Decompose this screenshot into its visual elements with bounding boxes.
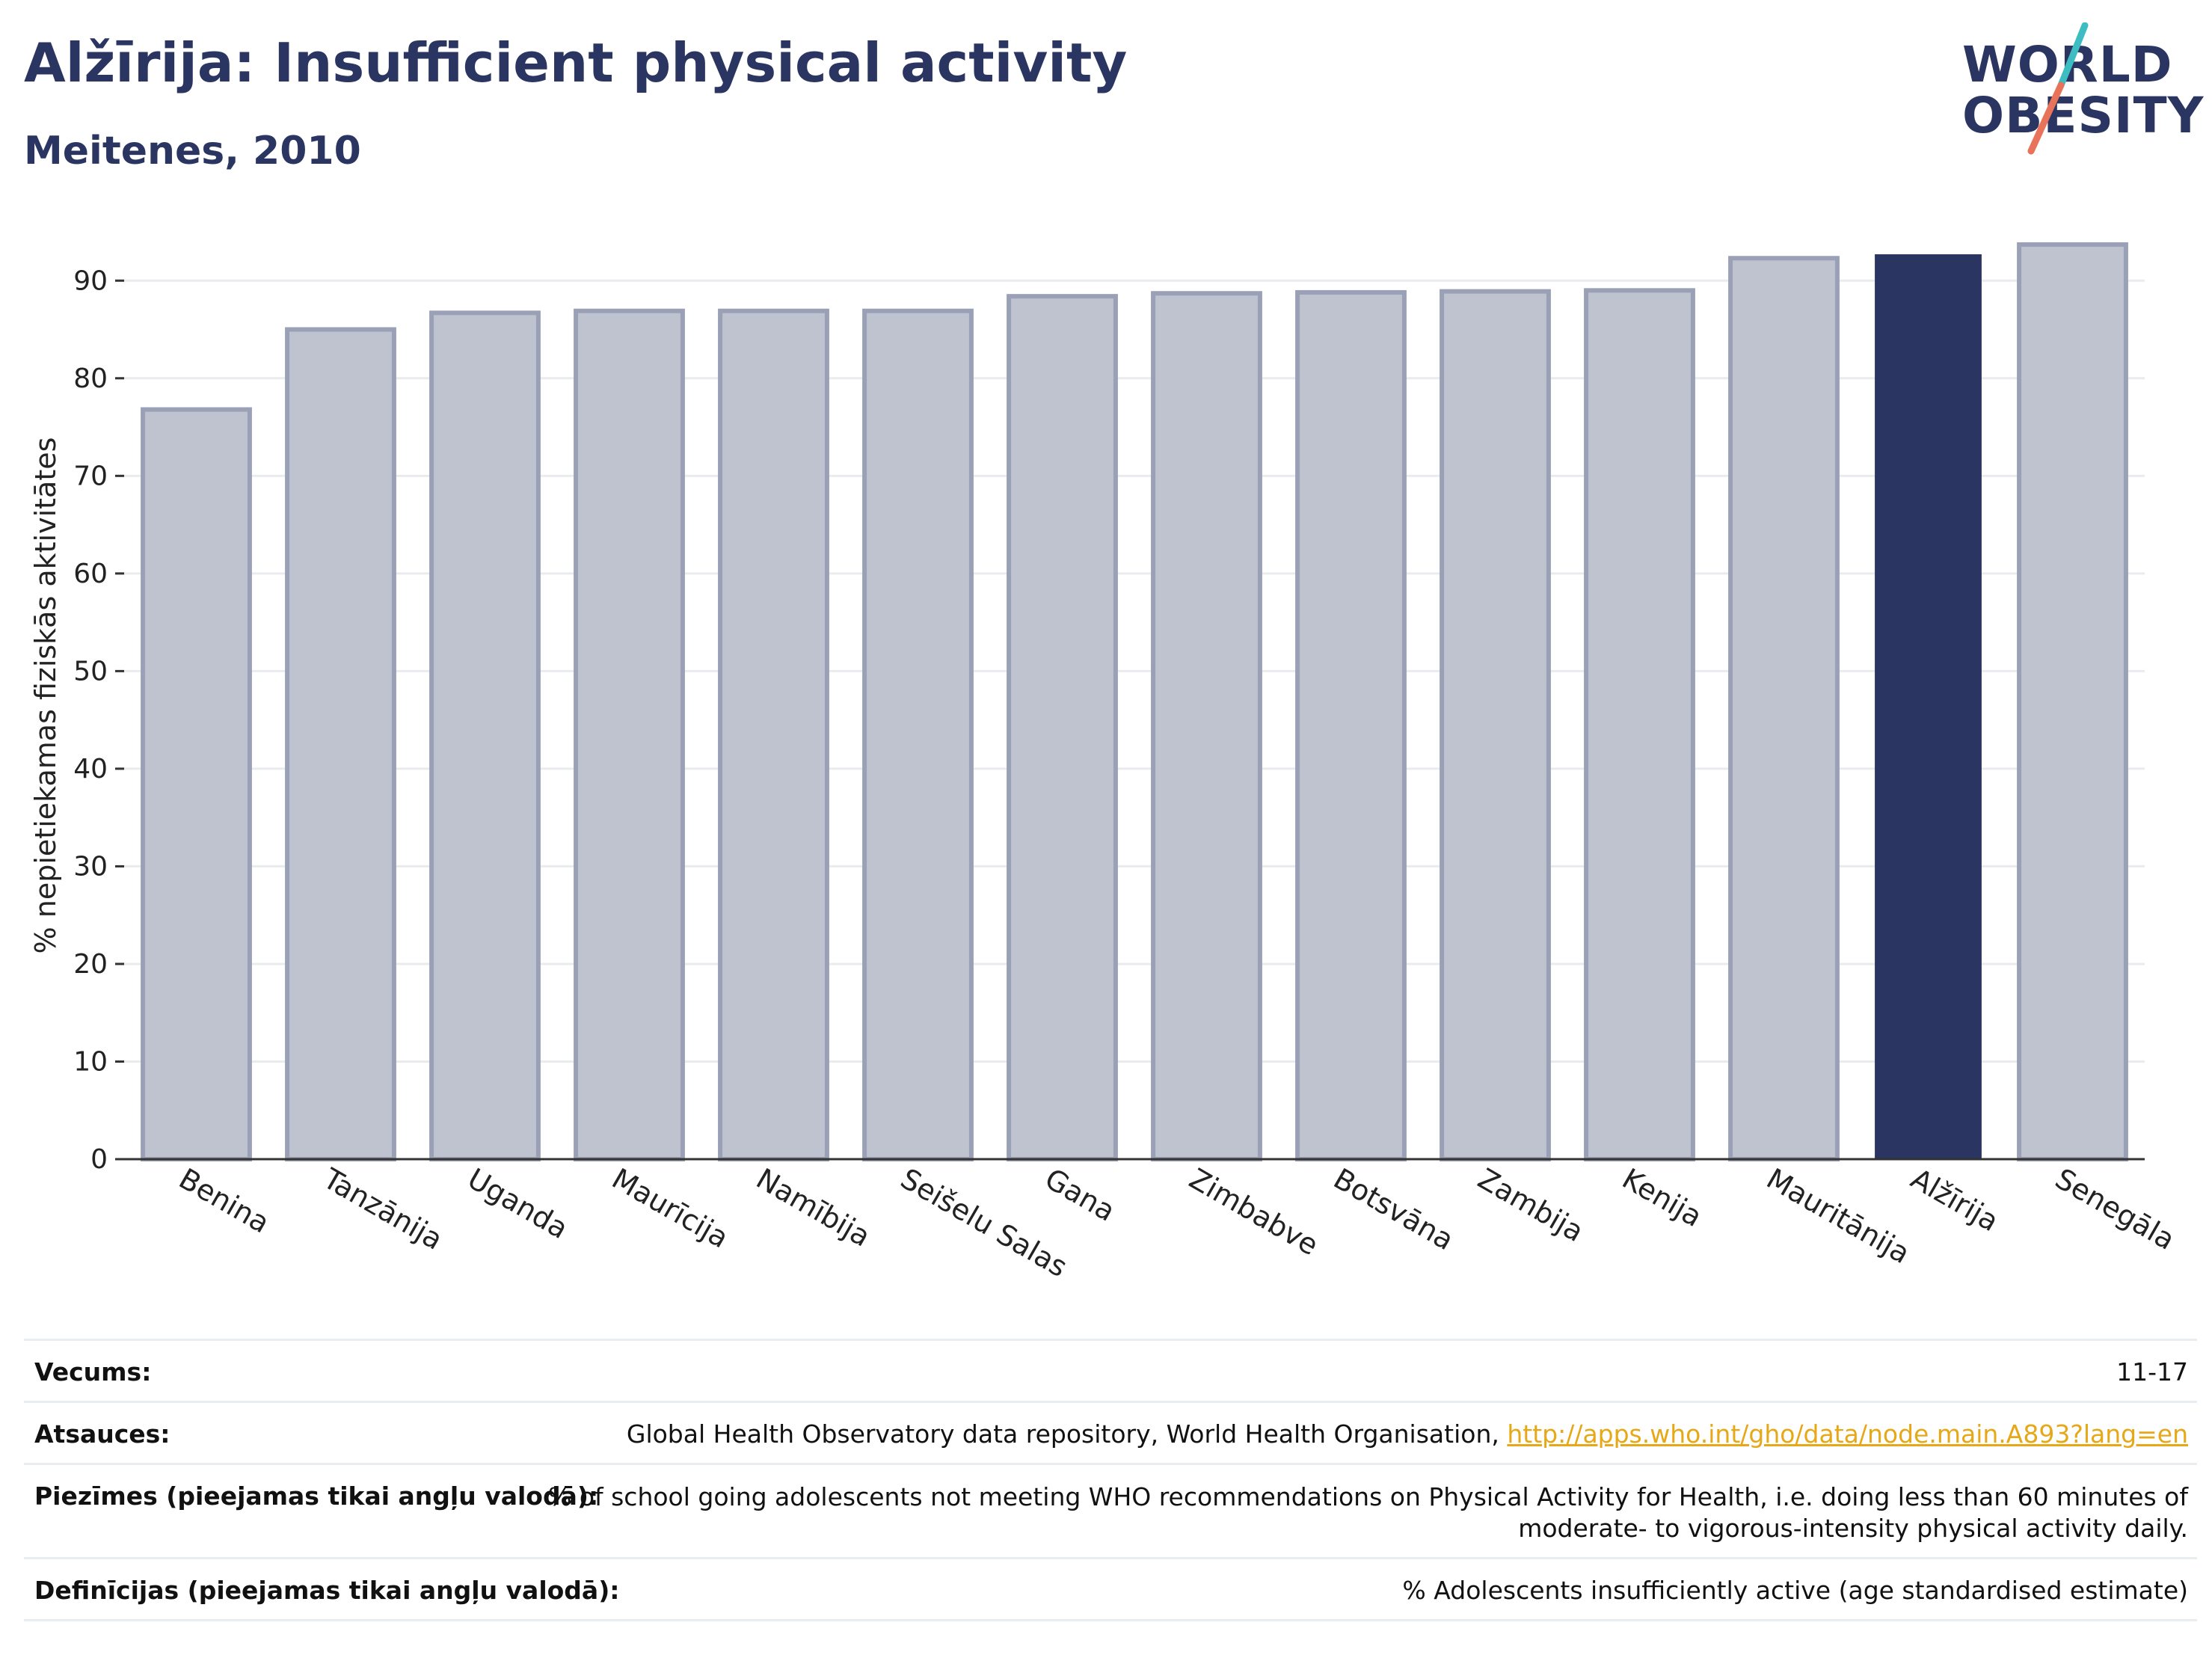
x-tick-label: Uganda xyxy=(462,1162,574,1245)
info-row-age: Vecums: 11-17 xyxy=(24,1339,2197,1401)
y-tick-label: 80 xyxy=(73,363,108,394)
y-tick-label: 90 xyxy=(73,265,108,296)
info-label: Atsauces: xyxy=(34,1419,170,1449)
chart-title: Alžīrija: Insufficient physical activity xyxy=(24,31,1128,94)
bar xyxy=(1728,256,1840,1162)
logo-line-2: OBESITY xyxy=(1962,87,2205,144)
x-tick-label: Benina xyxy=(173,1162,275,1240)
y-tick-label: 0 xyxy=(90,1144,108,1175)
x-tick-label: Mauritānija xyxy=(1761,1162,1915,1271)
x-tick-label: Botsvāna xyxy=(1328,1162,1459,1257)
y-tick-label: 30 xyxy=(73,851,108,882)
x-tick-label: Tanzānija xyxy=(317,1161,448,1256)
notes-line-2: moderate- to vigorous-intensity physical… xyxy=(1518,1514,2188,1543)
y-tick-label: 10 xyxy=(73,1046,108,1077)
bar xyxy=(1295,289,1407,1162)
bar xyxy=(429,310,541,1162)
x-tick-label: Kenija xyxy=(1617,1162,1707,1234)
y-axis-label: % nepietiekamas fiziskās aktivitātes xyxy=(29,437,62,954)
bar xyxy=(285,327,396,1161)
x-tick-label: Maurīcija xyxy=(606,1162,734,1255)
info-value: % of school going adolescents not meetin… xyxy=(548,1481,2188,1544)
y-tick-label: 60 xyxy=(73,559,108,589)
bar xyxy=(1151,291,1262,1162)
x-tick-label: Zambija xyxy=(1472,1162,1589,1249)
bar xyxy=(141,407,252,1161)
info-label: Definīcijas (pieejamas tikai angļu valod… xyxy=(34,1576,620,1605)
notes-line-1: % of school going adolescents not meetin… xyxy=(547,1482,2188,1511)
info-table: Vecums: 11-17 Atsauces: Global Health Ob… xyxy=(24,1339,2197,1621)
bar xyxy=(1875,254,1982,1160)
y-tick-label: 50 xyxy=(73,656,108,687)
source-link[interactable]: http://apps.who.int/gho/data/node.main.A… xyxy=(1507,1419,2188,1449)
info-row-definitions: Definīcijas (pieejamas tikai angļu valod… xyxy=(24,1557,2197,1621)
info-row-sources: Atsauces: Global Health Observatory data… xyxy=(24,1401,2197,1463)
bar xyxy=(1440,289,1551,1161)
info-label: Vecums: xyxy=(34,1357,152,1387)
y-tick-label: 70 xyxy=(73,461,108,491)
bar xyxy=(2017,242,2128,1162)
x-tick-label: Senegāla xyxy=(2050,1162,2181,1256)
bar xyxy=(1584,288,1695,1161)
y-tick-label: 20 xyxy=(73,949,108,980)
bar-chart: 0 10 20 30 40 50 60 70 80 90 % nepietiekamas fizis… xyxy=(29,242,2181,1283)
bar xyxy=(574,308,685,1161)
chart-subtitle: Meitenes, 2010 xyxy=(24,129,361,174)
info-value: Global Health Observatory data repositor… xyxy=(627,1419,2188,1449)
y-tick-label: 40 xyxy=(73,754,108,784)
bar xyxy=(862,308,974,1161)
bar xyxy=(718,308,829,1161)
info-label: Piezīmes (pieejamas tikai angļu valodā): xyxy=(34,1481,599,1511)
x-tick-label: Alžīrija xyxy=(1905,1162,2004,1238)
world-obesity-logo: WORLD OBESITY xyxy=(1952,22,2203,157)
x-tick-label: Zimbabve xyxy=(1184,1162,1324,1262)
bar xyxy=(1007,294,1118,1162)
x-tick-label: Gana xyxy=(1039,1162,1121,1228)
source-text: Global Health Observatory data repositor… xyxy=(626,1419,1508,1449)
logo-slash-icon xyxy=(2027,22,2089,155)
x-tick-label: Namībija xyxy=(751,1162,876,1253)
info-value: 11-17 xyxy=(2116,1357,2188,1387)
info-value: % Adolescents insufficiently active (age… xyxy=(1402,1576,2188,1605)
info-row-notes: Piezīmes (pieejamas tikai angļu valodā):… xyxy=(24,1463,2197,1557)
